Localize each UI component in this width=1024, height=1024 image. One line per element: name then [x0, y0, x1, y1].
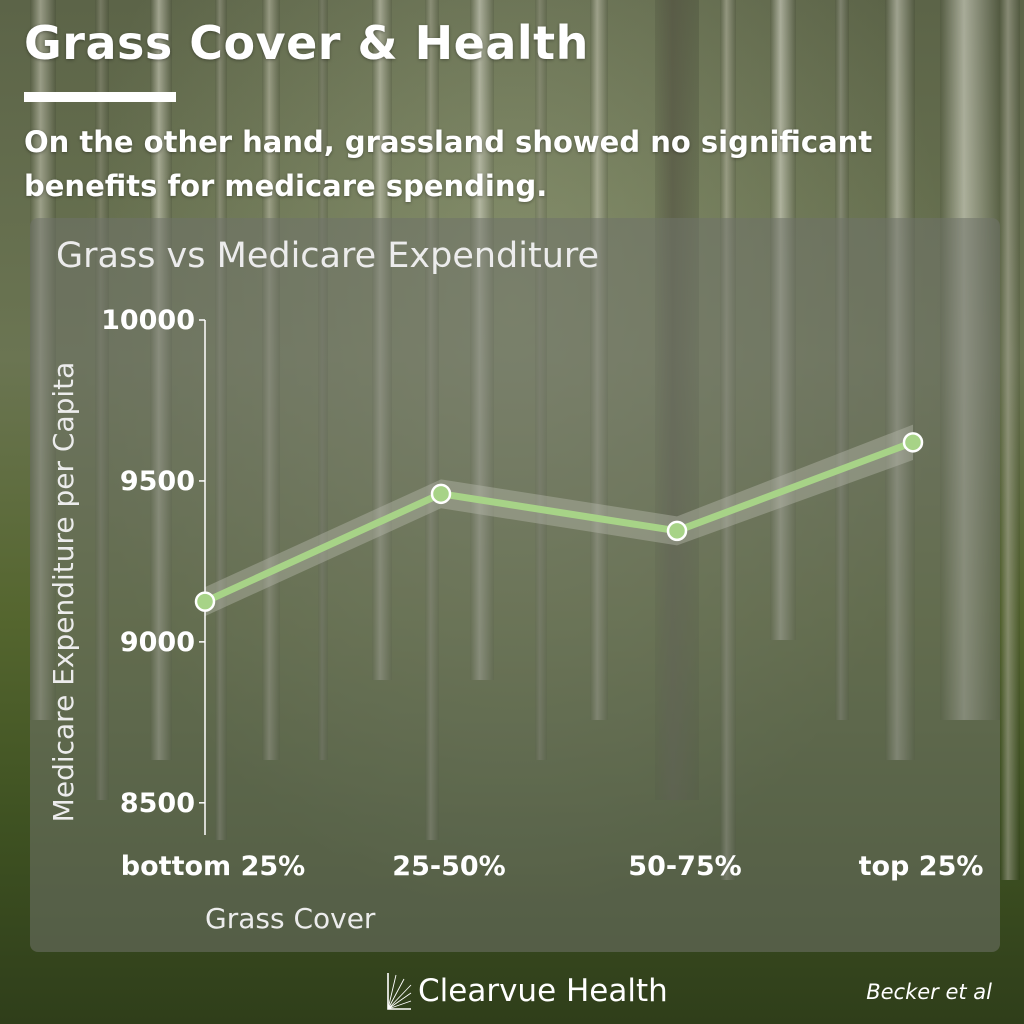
- chart-title: Grass vs Medicare Expenditure: [56, 236, 600, 276]
- series-line: [201, 438, 917, 606]
- axis-labels-layer: bottom 25% 25-50% 50-75% top 25% Grass Cover…: [47, 362, 983, 935]
- x-axis-title: Grass Cover: [205, 902, 376, 935]
- data-point: [666, 520, 688, 542]
- brand-name: Clearvue Health: [418, 973, 668, 1009]
- page-subtitle: On the other hand, grassland showed no s…: [24, 125, 873, 203]
- y-axis: 8500 9000 9500 10000: [101, 305, 206, 835]
- x-tick-label: top 25%: [859, 851, 984, 882]
- chart-panel: [30, 218, 1000, 952]
- y-axis-title: Medicare Expenditure per Capita: [47, 362, 80, 823]
- y-tick-label: 10000: [101, 305, 195, 336]
- confidence-band-layer: [205, 424, 913, 617]
- data-point: [430, 483, 452, 505]
- data-points-layer: [194, 432, 924, 612]
- x-tick-label: bottom 25%: [121, 851, 305, 882]
- y-tick-label: 9500: [120, 466, 195, 497]
- title-underline: [24, 92, 176, 102]
- x-tick-label: 50-75%: [628, 851, 741, 882]
- data-point: [902, 432, 924, 453]
- page-title: Grass Cover & Health: [24, 16, 589, 70]
- x-tick-label: 25-50%: [392, 851, 505, 882]
- series-line-layer: [201, 438, 917, 606]
- y-tick-label: 9000: [120, 627, 195, 658]
- data-point: [194, 591, 216, 612]
- y-tick-label: 8500: [120, 788, 195, 819]
- source-credit: Becker et al: [866, 980, 992, 1004]
- clearvue-logo-icon: [387, 973, 412, 1010]
- brand-logo: Clearvue Health: [386, 966, 668, 1016]
- tree-trunk: [1000, 0, 1020, 880]
- confidence-band: [205, 424, 913, 617]
